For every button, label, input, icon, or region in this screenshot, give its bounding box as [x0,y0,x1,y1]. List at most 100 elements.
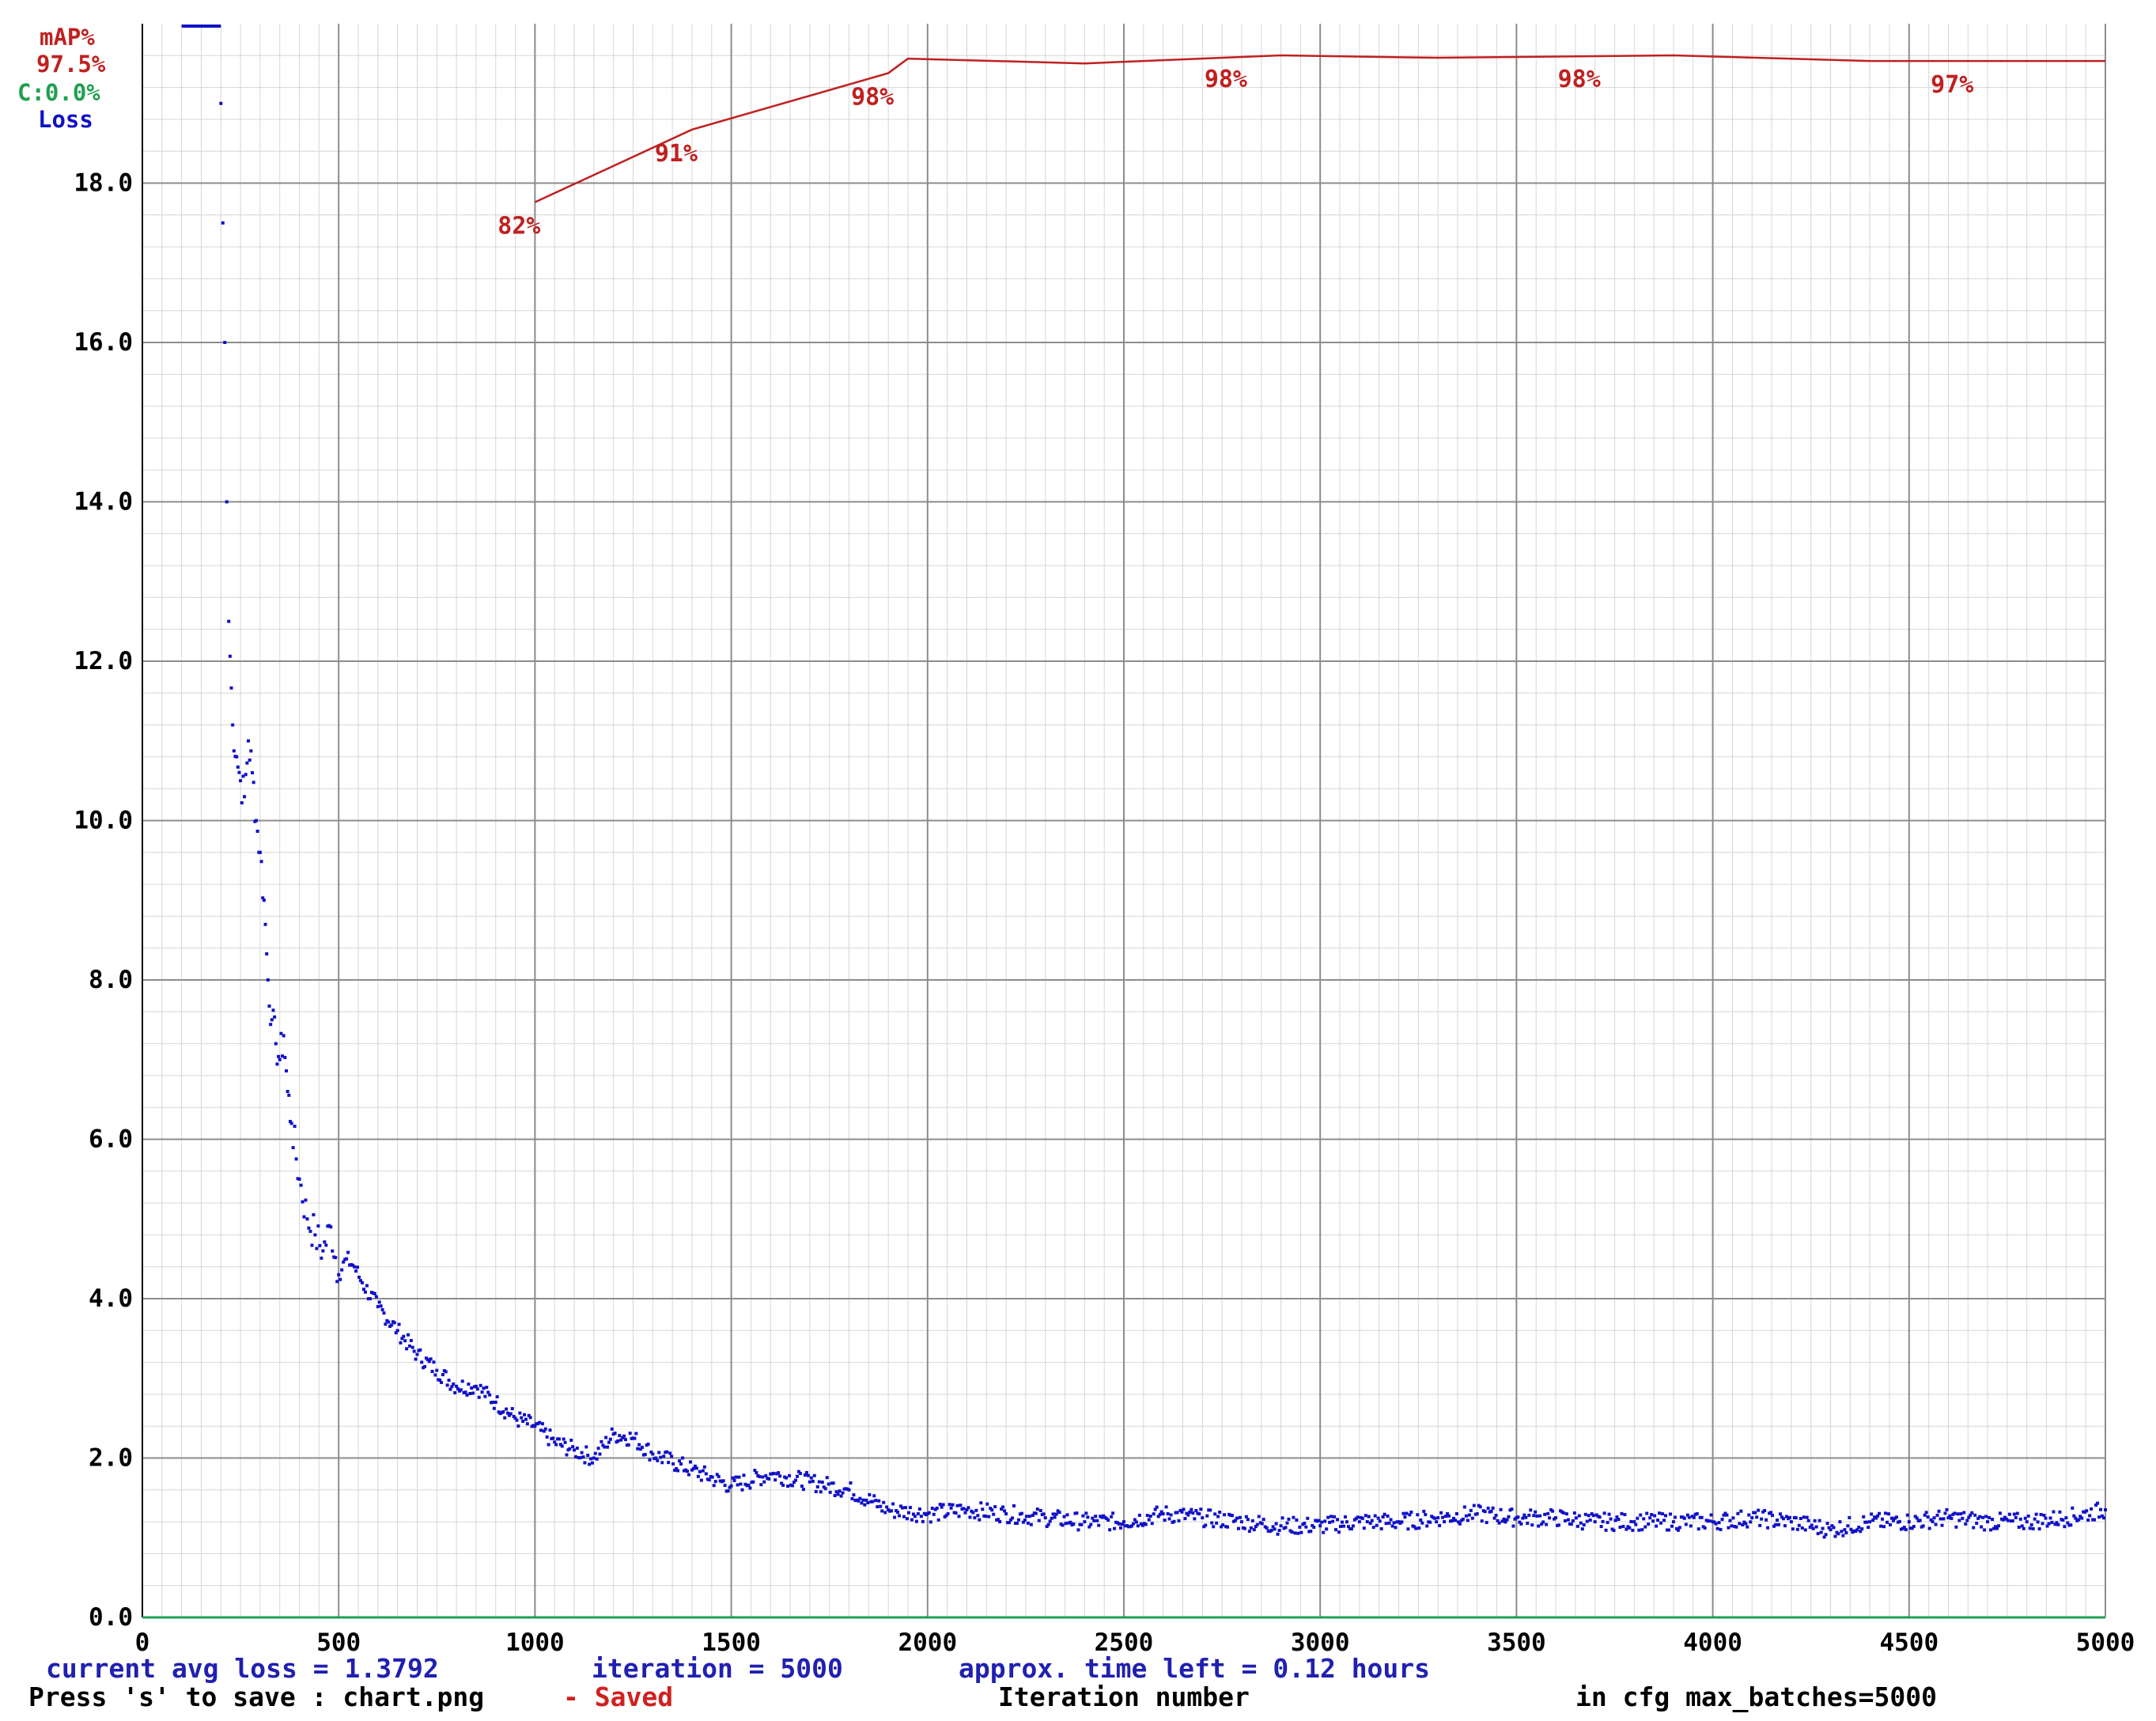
loss-point [255,830,259,834]
loss-point [1346,1525,1350,1529]
loss-point [1303,1521,1307,1525]
loss-point [1147,1518,1151,1522]
loss-point [1897,1519,1901,1523]
loss-point [1609,1517,1613,1521]
loss-point [1629,1519,1633,1523]
loss-point [1296,1531,1300,1535]
loss-point [643,1452,647,1456]
loss-point [880,1509,884,1513]
loss-point [324,1243,328,1247]
loss-point [1054,1512,1058,1516]
loss-point [1695,1511,1699,1515]
loss-point [279,1031,283,1035]
loss-point [400,1337,404,1341]
legend-map-label: mAP% [40,24,95,51]
loss-point [916,1511,920,1515]
x-axis-tick-labels: 0 500 1000 1500 2000 2500 3000 3500 4000 4500 5000 [135,1628,2135,1657]
loss-point [1026,1521,1030,1525]
loss-point [1413,1525,1417,1529]
loss-point [936,1518,940,1522]
loss-point [1177,1519,1181,1522]
loss-point [420,1360,424,1364]
loss-point [1453,1519,1457,1522]
loss-point [1008,1521,1012,1525]
loss-point [874,1499,878,1503]
loss-point [274,1042,278,1046]
loss-point [245,761,249,765]
loss-point [1464,1514,1468,1518]
loss-point [1970,1511,1974,1515]
loss-point [2056,1522,2060,1526]
loss-point [2026,1514,2030,1518]
loss-point [1295,1518,1299,1522]
loss-point [808,1480,811,1484]
x-tick-label: 3500 [1487,1628,1546,1657]
loss-point [540,1422,544,1426]
loss-point [1279,1524,1283,1528]
loss-point [225,500,229,504]
loss-point [1145,1514,1149,1518]
loss-point [1824,1533,1828,1537]
loss-point [2039,1512,2043,1516]
loss-point [1599,1525,1603,1529]
loss-point [1870,1512,1874,1516]
loss-point [1964,1522,1968,1526]
loss-point [2050,1520,2054,1524]
iteration-count: iteration = 5000 [592,1653,843,1684]
loss-point [1912,1525,1916,1529]
loss-point [860,1501,864,1505]
loss-point [1451,1516,1455,1520]
loss-point [321,1249,325,1253]
loss-point [1945,1507,1949,1511]
loss-point [430,1370,434,1374]
loss-point [339,1277,342,1281]
loss-point [955,1504,959,1507]
loss-point [1855,1528,1859,1532]
loss-point [626,1443,630,1447]
loss-point [1050,1516,1053,1520]
loss-point [1580,1527,1584,1531]
loss-point [593,1451,597,1455]
loss-point [410,1345,414,1349]
loss-point [717,1474,721,1478]
loss-point [1084,1511,1088,1515]
loss-point [1687,1515,1691,1519]
loss-point [273,1015,277,1019]
loss-point [1447,1514,1451,1518]
loss-point [1929,1518,1933,1522]
loss-point [759,1483,763,1487]
loss-point [640,1446,644,1450]
loss-point [2055,1521,2059,1525]
loss-point [1664,1514,1668,1518]
loss-point [1137,1513,1141,1517]
loss-point [834,1490,838,1494]
loss-point [1158,1512,1162,1516]
loss-point [219,101,223,105]
loss-point [1534,1510,1538,1514]
loss-point [1331,1519,1335,1523]
loss-point [646,1443,650,1447]
loss-point [1265,1526,1269,1530]
loss-point [715,1473,719,1477]
loss-point [2042,1513,2046,1517]
loss-point [1496,1519,1500,1522]
loss-point [1164,1505,1168,1509]
loss-point [1406,1527,1410,1531]
loss-point [1631,1528,1635,1532]
loss-point [1349,1527,1353,1531]
loss-point [278,1057,282,1061]
loss-point [1836,1532,1840,1536]
loss-point [313,1233,317,1237]
loss-point [1617,1518,1621,1522]
loss-point [1197,1512,1201,1516]
loss-point [1424,1512,1428,1516]
loss-point [1328,1520,1332,1524]
loss-point [998,1520,1002,1524]
loss-point [761,1475,765,1479]
loss-point [847,1488,851,1492]
loss-point [806,1473,810,1477]
loss-point [710,1475,714,1479]
loss-point [1886,1520,1889,1524]
loss-point [1362,1526,1366,1530]
loss-point [1019,1511,1023,1515]
